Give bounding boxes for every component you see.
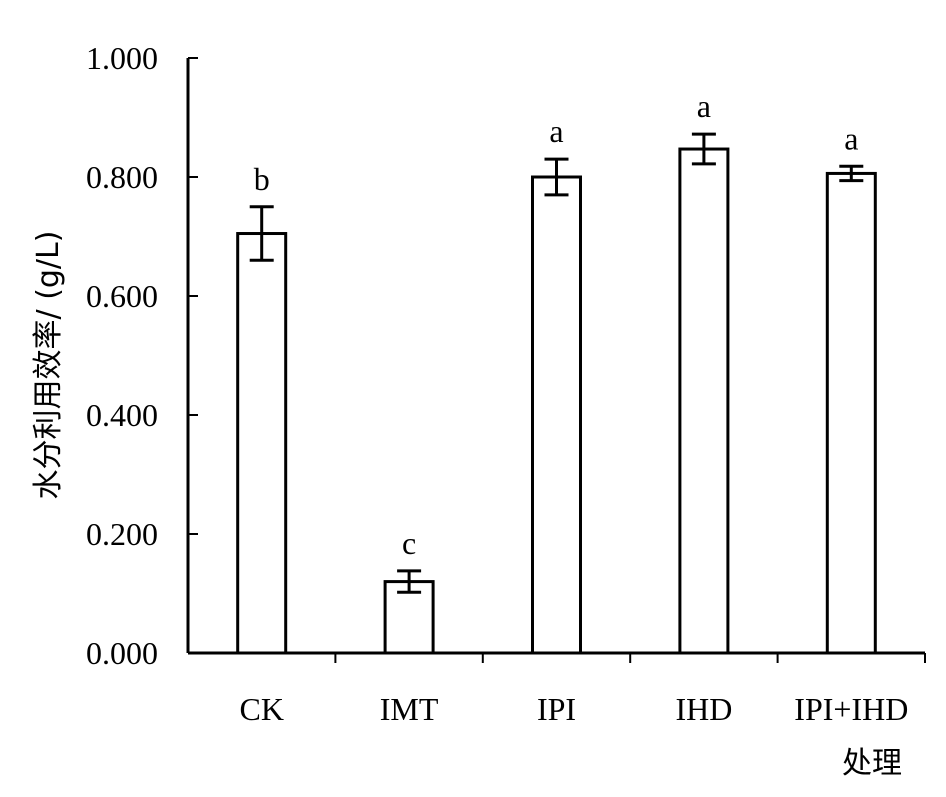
category-labels: CK IMT IPI IHD IPI+IHD [239, 691, 908, 727]
category-label: CK [239, 691, 283, 727]
bar-ipi [531, 175, 582, 655]
significance-letter: a [549, 113, 563, 149]
y-tick-label: 0.800 [86, 159, 158, 195]
bar-ck [236, 232, 288, 655]
significance-labels: b c a a a [254, 88, 859, 561]
y-axis-title: 水分利用效率/ (g/L) [31, 231, 66, 500]
bar-ipi-ihd [825, 171, 877, 655]
category-label: IHD [675, 691, 732, 727]
y-tick-label: 0.000 [86, 635, 158, 671]
category-label: IPI+IHD [794, 691, 908, 727]
significance-letter: b [254, 161, 270, 197]
bar-ihd [678, 147, 730, 655]
bars [236, 147, 877, 655]
significance-letter: a [844, 120, 858, 156]
significance-letter: a [697, 88, 711, 124]
y-axis-ticks: 0.000 0.200 0.400 0.600 0.800 1.000 [86, 40, 198, 671]
y-tick-label: 0.600 [86, 278, 158, 314]
significance-letter: c [402, 525, 416, 561]
error-bars [249, 132, 864, 594]
y-tick-label: 0.200 [86, 516, 158, 552]
y-tick-label: 0.400 [86, 397, 158, 433]
x-axis-ticks [334, 653, 926, 663]
category-label: IMT [380, 691, 439, 727]
category-label: IPI [537, 691, 576, 727]
x-axis-title: 处理 [842, 746, 902, 781]
y-tick-label: 1.000 [86, 40, 158, 76]
